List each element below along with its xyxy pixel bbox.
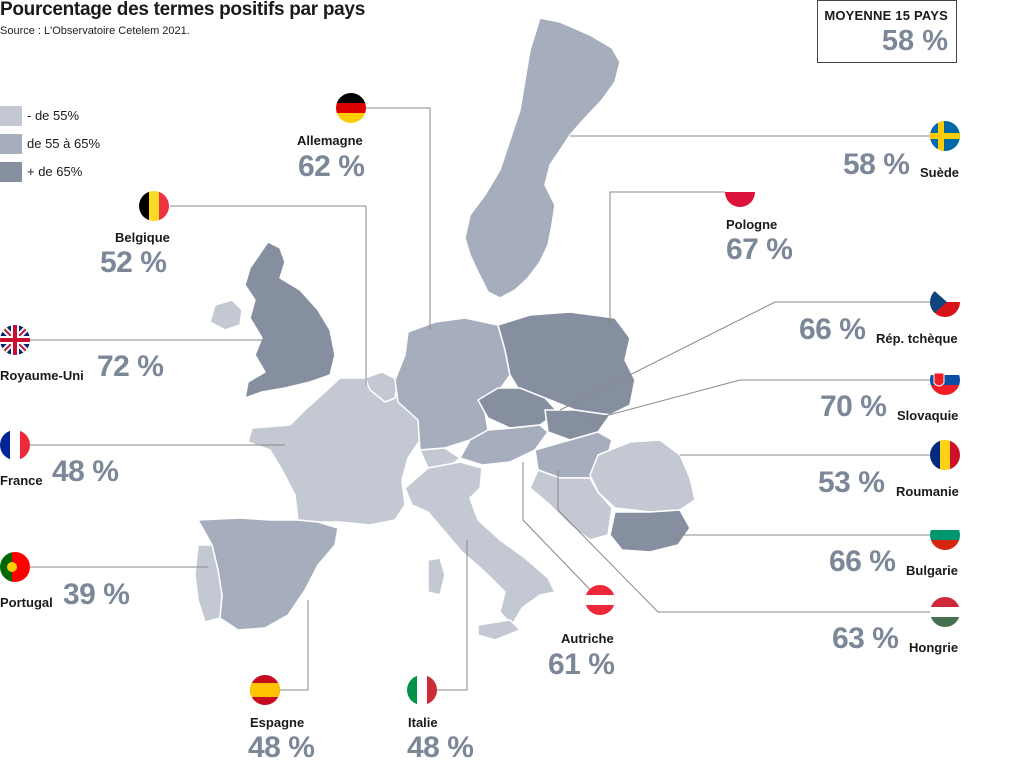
label-roumanie: Roumanie — [896, 484, 959, 499]
leader-italie — [437, 540, 468, 691]
label-autriche: Autriche — [561, 631, 614, 646]
flag-italie-icon — [407, 675, 437, 705]
flag-slovaquie-icon — [930, 365, 960, 395]
country-bulgarie — [609, 509, 691, 553]
leader-slovaquie — [589, 379, 930, 421]
value-hongrie: 63 % — [832, 622, 899, 655]
value-roumanie: 53 % — [818, 466, 885, 499]
legend-swatch-low — [0, 106, 22, 126]
label-bulgarie: Bulgarie — [906, 563, 959, 578]
average-box: MOYENNE 15 PAYS 58 % — [817, 0, 957, 63]
flag-espagne-icon — [250, 675, 280, 705]
label-slovaquie: Slovaquie — [897, 408, 959, 423]
legend-label-high: + de 65% — [27, 164, 83, 179]
label-france: France — [0, 473, 43, 488]
label-belgique: Belgique — [115, 230, 170, 245]
flag-hongrie-icon — [930, 597, 960, 627]
average-value: 58 % — [881, 25, 948, 57]
island-sicile — [477, 619, 521, 641]
label-suede: Suède — [920, 165, 960, 180]
value-espagne: 48 % — [248, 731, 315, 764]
value-allemagne: 62 % — [298, 150, 365, 183]
leader-allemagne — [366, 107, 431, 330]
value-france: 48 % — [52, 455, 119, 488]
value-italie: 48 % — [407, 731, 474, 764]
flag-allemagne-icon — [336, 93, 366, 123]
value-pologne: 67 % — [726, 233, 793, 266]
country-france — [247, 377, 421, 526]
value-royaume-uni: 72 % — [97, 350, 164, 383]
label-allemagne: Allemagne — [297, 133, 363, 148]
value-autriche: 61 % — [548, 648, 615, 681]
flag-pologne-icon — [725, 177, 755, 207]
value-portugal: 39 % — [63, 578, 130, 611]
average-label: MOYENNE 15 PAYS — [824, 8, 948, 23]
country-autriche — [459, 424, 549, 466]
country-portugal — [194, 544, 223, 623]
flag-belgique-icon — [139, 191, 169, 221]
label-italie: Italie — [408, 715, 438, 730]
flag-france-icon — [0, 430, 30, 460]
label-espagne: Espagne — [250, 715, 305, 730]
country-italie — [404, 461, 556, 626]
country-royaume-uni — [244, 241, 336, 399]
label-pologne: Pologne — [726, 217, 778, 232]
legend-label-low: - de 55% — [27, 108, 80, 123]
chart-title: Pourcentage des termes positifs par pays — [0, 0, 365, 20]
legend-label-mid: de 55 à 65% — [27, 136, 101, 151]
label-royaume-uni: Royaume-Uni — [0, 368, 84, 383]
leader-pologne — [609, 191, 740, 325]
country-irlande — [209, 299, 243, 331]
flag-bulgarie-icon — [930, 520, 960, 550]
legend-swatch-mid — [0, 134, 22, 154]
legend-swatch-high — [0, 162, 22, 182]
leader-espagne — [280, 600, 309, 691]
leader-belgique — [170, 205, 367, 385]
source-note: Source : L'Observatoire Cetelem 2021. — [0, 25, 190, 37]
value-belgique: 52 % — [100, 246, 167, 279]
leader-hongrie — [557, 470, 930, 613]
flag-rep-tcheque-icon — [930, 287, 960, 317]
flag-suede-icon — [930, 121, 960, 151]
country-suede — [464, 17, 621, 299]
flag-roumanie-icon — [930, 440, 960, 470]
value-rep-tcheque: 66 % — [799, 313, 866, 346]
flag-autriche-icon — [585, 585, 615, 615]
flag-royaume-uni-icon — [0, 325, 30, 355]
label-hongrie: Hongrie — [909, 640, 959, 655]
leader-autriche — [522, 462, 601, 601]
value-slovaquie: 70 % — [820, 390, 887, 423]
value-bulgarie: 66 % — [829, 545, 896, 578]
country-belgique — [364, 371, 399, 403]
island-sardaigne — [427, 557, 446, 596]
leader-rep-tcheque — [559, 301, 930, 411]
value-suede: 58 % — [843, 148, 910, 181]
flag-portugal-icon — [0, 552, 30, 582]
country-balkans — [529, 469, 613, 541]
label-portugal: Portugal — [0, 595, 53, 610]
label-rep-tcheque: Rép. tchèque — [876, 331, 958, 346]
